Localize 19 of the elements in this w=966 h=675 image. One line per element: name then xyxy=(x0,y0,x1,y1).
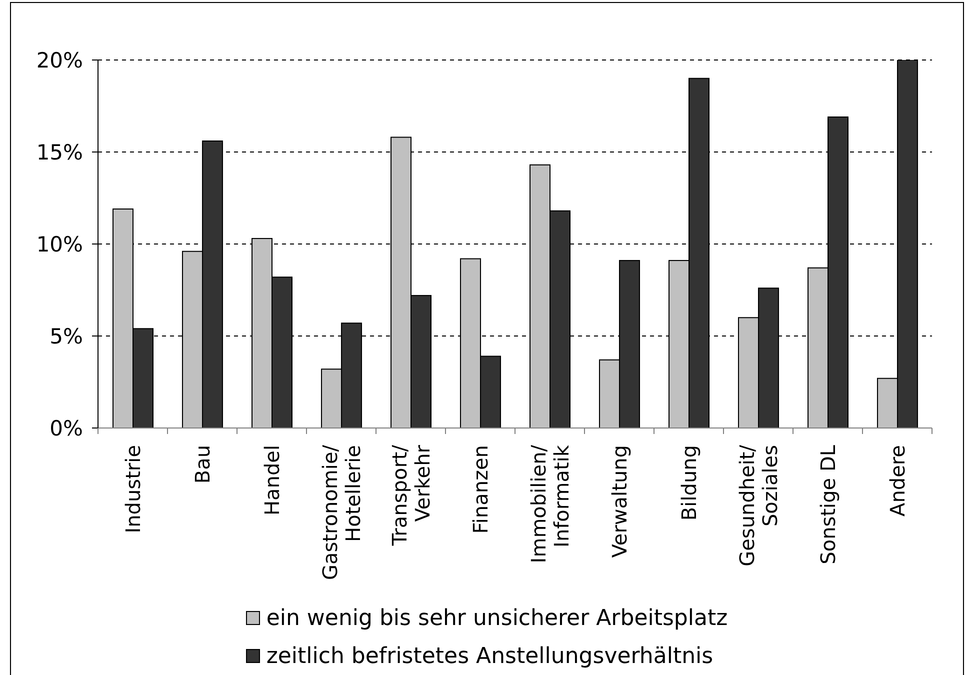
x-tick-label: Transport/Verkehr xyxy=(387,444,434,547)
x-tick-label: Immobilien/Informatik xyxy=(526,444,574,564)
x-tick-label: Sonstige DL xyxy=(816,444,840,564)
y-tick-label: 5% xyxy=(50,324,83,348)
x-tick-label: Bildung xyxy=(676,445,701,521)
x-tick-label: Gastronomie/Hotellerie xyxy=(318,444,365,580)
y-tick-label: 15% xyxy=(36,140,83,164)
x-tick-label: Finanzen xyxy=(468,445,492,534)
y-tick-label: 10% xyxy=(36,232,83,256)
x-tick-label: Bau xyxy=(190,445,214,484)
x-tick-label: Handel xyxy=(260,445,284,516)
y-tick-label: 20% xyxy=(36,48,83,72)
x-tick-label: Gesundheit/Soziales xyxy=(734,444,782,566)
legend-label: zeitlich befristetes Anstellungsverhältnis xyxy=(266,644,714,668)
legend-label: ein wenig bis sehr unsicherer Arbeitsplatz xyxy=(266,606,728,630)
y-tick-label: 0% xyxy=(50,416,83,440)
x-tick-label: Andere xyxy=(885,445,910,516)
x-tick-label: Verwaltung xyxy=(607,445,632,558)
x-tick-label: Industrie xyxy=(120,445,145,534)
